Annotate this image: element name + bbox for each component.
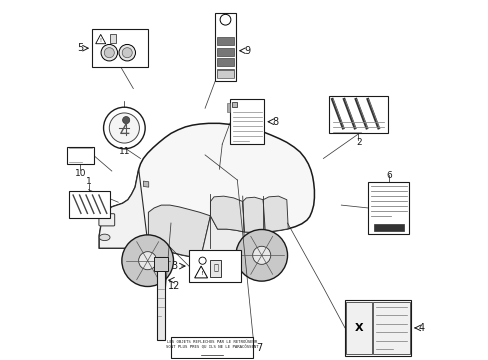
FancyBboxPatch shape	[154, 257, 167, 271]
FancyBboxPatch shape	[217, 48, 233, 55]
Circle shape	[252, 246, 270, 264]
Circle shape	[103, 107, 145, 149]
Polygon shape	[99, 123, 314, 258]
Text: 8: 8	[272, 117, 278, 127]
Text: !: !	[200, 271, 202, 276]
Ellipse shape	[99, 234, 110, 240]
FancyBboxPatch shape	[372, 302, 409, 354]
FancyBboxPatch shape	[110, 35, 116, 43]
FancyBboxPatch shape	[344, 300, 410, 356]
FancyBboxPatch shape	[92, 30, 147, 67]
FancyBboxPatch shape	[210, 260, 221, 277]
Text: 11: 11	[119, 147, 130, 156]
FancyBboxPatch shape	[69, 191, 110, 218]
Circle shape	[122, 48, 132, 58]
FancyBboxPatch shape	[99, 214, 115, 226]
Polygon shape	[210, 196, 244, 232]
FancyBboxPatch shape	[215, 13, 235, 81]
Polygon shape	[194, 266, 207, 278]
FancyBboxPatch shape	[157, 257, 164, 339]
Polygon shape	[201, 216, 250, 258]
Text: !: !	[100, 39, 102, 43]
Text: SONT PLUS PRES QU ILS NE LE PARACÔSSENT: SONT PLUS PRES QU ILS NE LE PARACÔSSENT	[165, 346, 258, 350]
Text: 10: 10	[74, 169, 86, 178]
Text: LES OBJETS REFLECHOS PAR LE RETROÜSEUR: LES OBJETS REFLECHOS PAR LE RETROÜSEUR	[167, 340, 257, 344]
Circle shape	[235, 229, 287, 281]
FancyBboxPatch shape	[226, 103, 230, 112]
Text: 7: 7	[256, 343, 262, 353]
FancyBboxPatch shape	[217, 70, 233, 78]
Circle shape	[104, 48, 114, 58]
Text: X: X	[354, 323, 363, 333]
FancyBboxPatch shape	[230, 99, 264, 144]
FancyBboxPatch shape	[171, 337, 253, 357]
Circle shape	[109, 113, 139, 143]
Text: 6: 6	[386, 171, 391, 180]
FancyBboxPatch shape	[188, 250, 241, 282]
Circle shape	[139, 252, 156, 270]
Text: 3: 3	[171, 261, 177, 271]
Text: 1: 1	[85, 177, 91, 186]
FancyBboxPatch shape	[367, 182, 408, 234]
Polygon shape	[143, 181, 148, 187]
Circle shape	[220, 14, 230, 25]
Circle shape	[122, 117, 129, 124]
Text: 5: 5	[77, 43, 83, 53]
Circle shape	[101, 44, 117, 61]
FancyBboxPatch shape	[346, 302, 371, 354]
Text: ⛽: ⛽	[213, 264, 218, 273]
FancyBboxPatch shape	[232, 102, 237, 107]
Text: 9: 9	[244, 46, 250, 56]
FancyBboxPatch shape	[217, 37, 233, 45]
Polygon shape	[263, 196, 287, 232]
Circle shape	[122, 235, 173, 287]
FancyBboxPatch shape	[328, 96, 387, 134]
Polygon shape	[99, 169, 148, 248]
FancyBboxPatch shape	[217, 58, 233, 66]
Polygon shape	[148, 205, 210, 258]
FancyBboxPatch shape	[217, 69, 233, 77]
Polygon shape	[242, 197, 265, 232]
Circle shape	[119, 44, 135, 61]
FancyBboxPatch shape	[373, 224, 403, 231]
FancyBboxPatch shape	[67, 147, 94, 164]
Text: 12: 12	[168, 281, 180, 291]
Text: 4: 4	[418, 323, 424, 333]
Circle shape	[199, 257, 206, 264]
Polygon shape	[96, 35, 105, 44]
Text: 2: 2	[356, 138, 361, 147]
